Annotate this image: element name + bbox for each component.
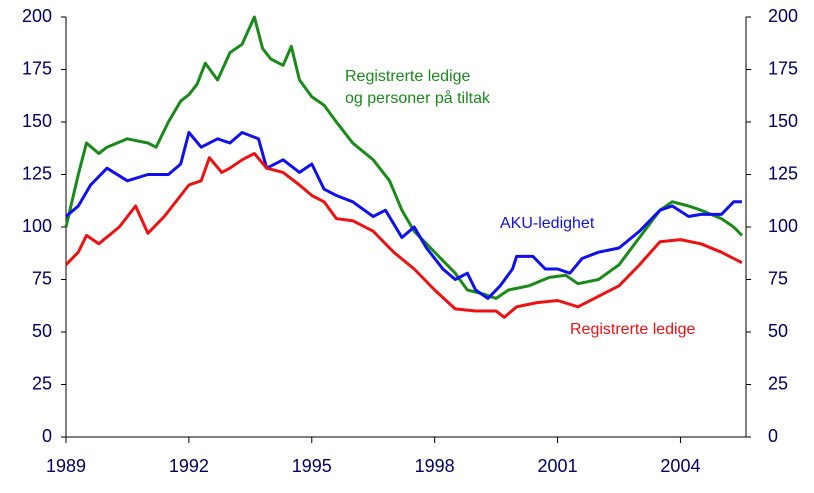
y2-tick-label: 175 bbox=[768, 58, 798, 78]
annotation: Registrerte ledige bbox=[345, 68, 471, 85]
y-tick-label: 150 bbox=[22, 111, 52, 131]
annotation: AKU-ledighet bbox=[500, 215, 595, 232]
y-tick-label: 125 bbox=[22, 163, 52, 183]
x-tick-label: 2001 bbox=[538, 456, 578, 476]
y2-tick-label: 150 bbox=[768, 111, 798, 131]
annotation: Registrerte ledige bbox=[570, 321, 696, 338]
y-tick-label: 100 bbox=[22, 216, 52, 236]
x-tick-label: 1998 bbox=[415, 456, 455, 476]
y2-tick-label: 100 bbox=[768, 216, 798, 236]
y2-tick-label: 200 bbox=[768, 6, 798, 26]
y-tick-label: 75 bbox=[32, 268, 52, 288]
y-tick-label: 200 bbox=[22, 6, 52, 26]
annotation: og personer på tiltak bbox=[345, 89, 491, 107]
y2-tick-label: 125 bbox=[768, 163, 798, 183]
y-tick-label: 0 bbox=[42, 426, 52, 446]
y-tick-label: 50 bbox=[32, 321, 52, 341]
y2-tick-label: 0 bbox=[768, 426, 778, 446]
y2-tick-label: 50 bbox=[768, 321, 788, 341]
x-tick-label: 1995 bbox=[292, 456, 332, 476]
y2-tick-label: 25 bbox=[768, 373, 788, 393]
series-line bbox=[64, 152, 743, 319]
y-tick-label: 175 bbox=[22, 58, 52, 78]
x-tick-label: 1992 bbox=[169, 456, 209, 476]
series-line bbox=[64, 15, 743, 300]
series-line bbox=[65, 131, 742, 300]
x-tick-label: 1989 bbox=[46, 456, 86, 476]
y-tick-label: 25 bbox=[32, 373, 52, 393]
x-tick-label: 2004 bbox=[660, 456, 700, 476]
y2-tick-label: 75 bbox=[768, 268, 788, 288]
